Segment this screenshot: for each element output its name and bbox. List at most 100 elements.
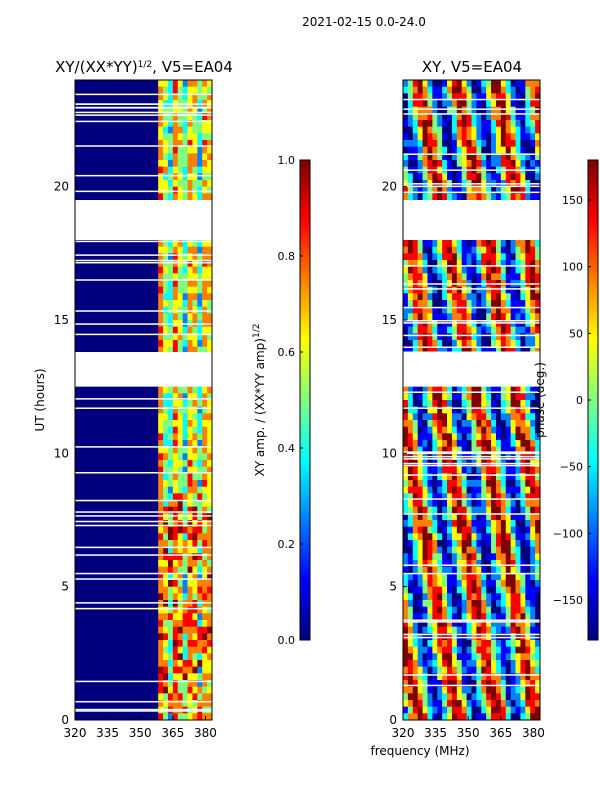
heatmap-cell [192, 713, 198, 721]
heatmap-cell [491, 160, 497, 168]
heatmap-cell [84, 633, 91, 641]
heatmap-cell [471, 86, 477, 94]
heatmap-cell [172, 460, 179, 468]
heatmap-cell [442, 486, 448, 494]
heatmap-cell [75, 313, 81, 321]
heatmap-cell [177, 80, 184, 88]
heatmap-cell [153, 153, 159, 161]
heatmap-cell [197, 693, 203, 701]
heatmap-cell [495, 126, 502, 134]
heatmap-cell [451, 426, 458, 434]
heatmap-cell [500, 553, 507, 561]
heatmap-cell [128, 500, 135, 508]
heatmap-cell [99, 133, 105, 141]
heatmap-cell [192, 93, 198, 101]
heatmap-cell [75, 473, 81, 481]
heatmap-cell [172, 146, 179, 154]
heatmap-cell [471, 626, 477, 634]
heatmap-cell [123, 406, 130, 414]
heatmap-cell [79, 466, 86, 474]
heatmap-cell [158, 413, 164, 421]
heatmap-cell [192, 160, 198, 168]
heatmap-cell [143, 300, 149, 308]
colorbar-tick-label: 0.2 [278, 538, 296, 551]
heatmap-cell [520, 146, 526, 154]
heatmap-cell [167, 306, 174, 314]
heatmap-cell [520, 480, 526, 488]
heatmap-cell [143, 393, 149, 401]
heatmap-cell [432, 120, 438, 128]
heatmap-cell [163, 340, 169, 348]
heatmap-cell [207, 493, 213, 501]
heatmap-cell [109, 93, 115, 101]
heatmap-cell [442, 600, 448, 608]
heatmap-cell [109, 386, 115, 394]
heatmap-cell [153, 646, 159, 654]
heatmap-cell [177, 506, 184, 514]
heatmap-cell [432, 340, 438, 348]
heatmap-cell [123, 620, 130, 628]
heatmap-cell [187, 466, 193, 474]
heatmap-cell [94, 413, 100, 421]
heatmap-cell [148, 573, 154, 581]
heatmap-cell [447, 546, 453, 554]
heatmap-cell [520, 346, 526, 354]
heatmap-cell [202, 273, 208, 281]
heatmap-cell [456, 680, 463, 688]
heatmap-cell [422, 520, 428, 528]
heatmap-cell [451, 273, 458, 281]
flagged-row [75, 572, 212, 575]
heatmap-cell [456, 620, 463, 628]
heatmap-cell [412, 173, 419, 181]
heatmap-cell [535, 126, 541, 134]
heatmap-cell [491, 560, 497, 568]
heatmap-cell [476, 186, 482, 194]
heatmap-cell [123, 480, 130, 488]
heatmap-cell [451, 480, 458, 488]
heatmap-cell [143, 506, 149, 514]
heatmap-cell [192, 193, 198, 201]
heatmap-cell [207, 386, 213, 394]
heatmap-cell [84, 333, 91, 341]
heatmap-cell [510, 266, 516, 274]
heatmap-cell [476, 133, 482, 141]
heatmap-cell [153, 126, 159, 134]
heatmap-cell [192, 293, 198, 301]
heatmap-cell [481, 653, 487, 661]
heatmap-cell [447, 713, 453, 721]
heatmap-cell [89, 580, 95, 588]
heatmap-cell [427, 493, 433, 501]
heatmap-cell [461, 553, 467, 561]
heatmap-cell [500, 626, 507, 634]
heatmap-cell [510, 406, 516, 414]
heatmap-cell [407, 266, 414, 274]
heatmap-cell [153, 480, 159, 488]
heatmap-cell [427, 593, 433, 601]
heatmap-cell [500, 546, 507, 554]
heatmap-cell [89, 666, 95, 674]
heatmap-cell [447, 126, 453, 134]
heatmap-cell [177, 386, 184, 394]
heatmap-cell [500, 560, 507, 568]
heatmap-cell [75, 340, 81, 348]
heatmap-cell [466, 686, 472, 694]
heatmap-cell [143, 620, 149, 628]
heatmap-cell [94, 426, 100, 434]
heatmap-cell [104, 580, 110, 588]
heatmap-cell [163, 593, 169, 601]
heatmap-cell [104, 300, 110, 308]
heatmap-cell [432, 113, 438, 121]
heatmap-cell [442, 553, 448, 561]
heatmap-cell [442, 440, 448, 448]
heatmap-cell [99, 146, 105, 154]
heatmap-cell [192, 693, 198, 701]
heatmap-cell [491, 426, 497, 434]
heatmap-cell [417, 540, 423, 548]
heatmap-cell [476, 706, 482, 714]
heatmap-cell [530, 580, 536, 588]
heatmap-cell [133, 506, 139, 514]
heatmap-cell [207, 446, 213, 454]
heatmap-cell [167, 646, 174, 654]
heatmap-cell [123, 660, 130, 668]
heatmap-cell [163, 333, 169, 341]
